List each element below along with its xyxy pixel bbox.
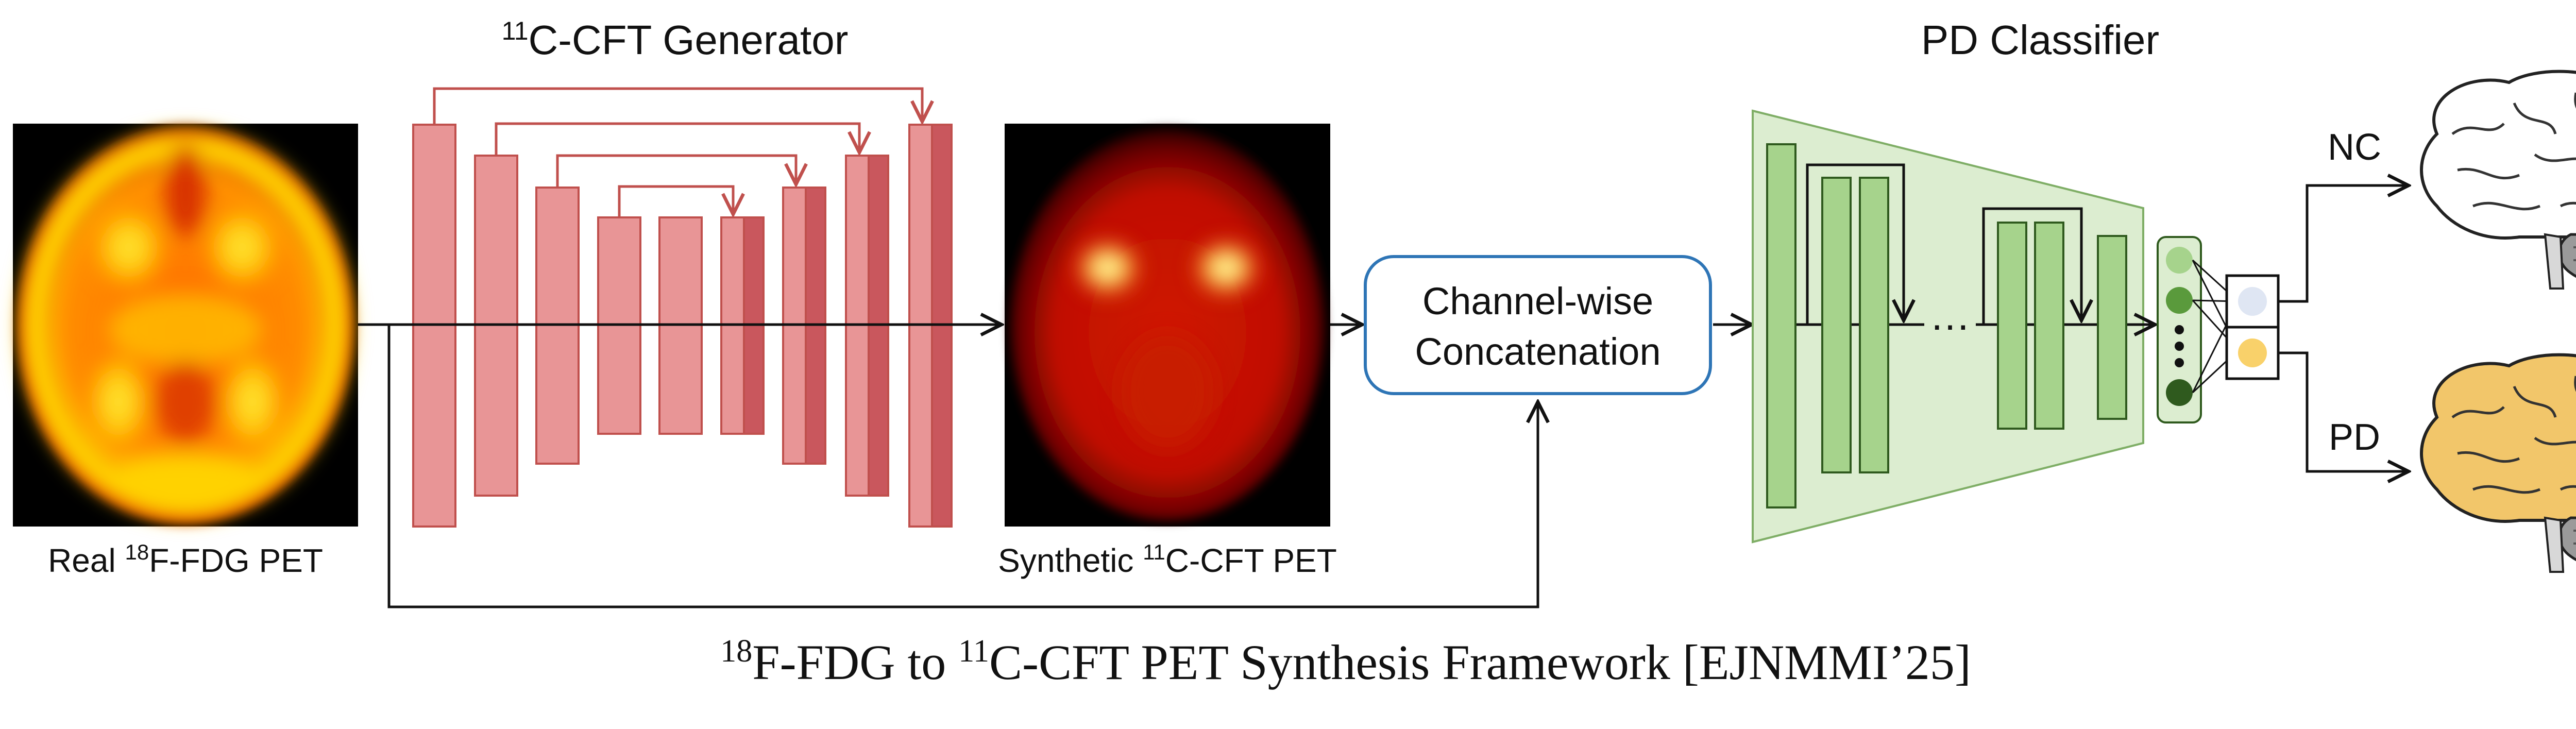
real-fdg-pet-image [13,124,358,527]
skip-connection [556,154,796,188]
generator-unet [412,87,953,528]
dense-node [2166,379,2193,406]
pd-output-node [2238,338,2267,367]
real-fdg-pet-label: Real 18F-FDG PET [48,540,323,579]
nc-label: NC [2328,127,2381,168]
classifier-ellipsis: … [1929,293,1971,338]
classifier-title: PD Classifier [1921,17,2159,63]
conv-block [2097,235,2127,420]
concat-line2: Concatenation [1415,330,1660,373]
residual-connection [1982,207,2081,325]
pd-classifier-network: … [1752,109,2280,544]
pd-label: PD [2329,417,2380,458]
skip-connection [618,185,733,217]
channel-wise-concatenation-box: Channel-wise Concatenation [1364,255,1712,395]
bypass-arrow [387,325,1538,608]
synthetic-cft-pet-image [1005,124,1330,527]
skip-connection [495,122,859,156]
residual-connection [1806,163,1904,325]
conv-block [1821,177,1852,473]
nc-arrow [2278,185,2409,303]
conv-block [1859,177,1889,473]
conv-block [2034,222,2064,430]
skip-connection [433,87,922,125]
framework-caption: 18F-FDG to 11C-CFT PET Synthesis Framewo… [720,634,1971,690]
dense-node [2166,287,2193,314]
generator-title: 11C-CFT Generator [502,16,849,63]
conv-block [1997,222,2027,430]
synthetic-cft-pet-label: Synthetic 11C-CFT PET [998,540,1337,579]
concat-line1: Channel-wise [1422,280,1653,323]
nc-brain-icon [2420,70,2576,290]
pd-arrow [2278,351,2409,471]
pd-brain-icon [2420,353,2576,573]
nc-output-node [2238,287,2267,316]
dense-node-dot [2175,342,2184,351]
conv-block [1766,143,1797,508]
dense-node-dot [2175,358,2184,367]
dense-node [2166,247,2193,274]
dense-node-dot [2175,325,2184,334]
